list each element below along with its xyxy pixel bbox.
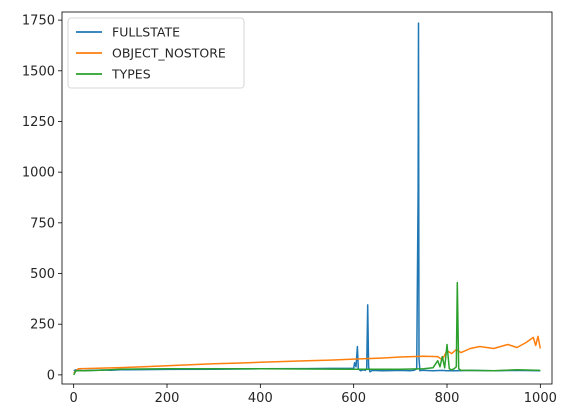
x-tick-label: 400 (248, 391, 273, 406)
legend: FULLSTATE OBJECT_NOSTORE TYPES (67, 17, 245, 89)
y-tick-label: 500 (30, 267, 55, 282)
plot-area (73, 22, 542, 376)
x-tick-label: 0 (70, 391, 78, 406)
x-tick-label: 800 (435, 391, 460, 406)
legend-label: OBJECT_NOSTORE (112, 46, 226, 61)
series-line-object-nostore (73, 335, 542, 374)
x-tick-label: 1000 (524, 391, 557, 406)
legend-box (67, 17, 245, 89)
y-tick-label: 1250 (22, 115, 55, 130)
series-line-types (73, 281, 541, 376)
axes: 0 200 400 600 800 1000 0 250 500 750 1000 1250 1500 1… (22, 11, 557, 406)
legend-label: FULLSTATE (112, 25, 180, 40)
x-tick-label: 600 (341, 391, 366, 406)
y-tick-label: 1750 (22, 14, 55, 29)
x-tick-label: 200 (155, 391, 180, 406)
y-tick-label: 750 (30, 216, 55, 231)
legend-label: TYPES (111, 67, 151, 82)
y-tick-label: 1000 (22, 166, 55, 181)
y-tick-label: 1500 (22, 64, 55, 79)
y-tick-label: 0 (47, 368, 55, 383)
axes-frame (61, 11, 553, 385)
y-tick-label: 250 (30, 318, 55, 333)
